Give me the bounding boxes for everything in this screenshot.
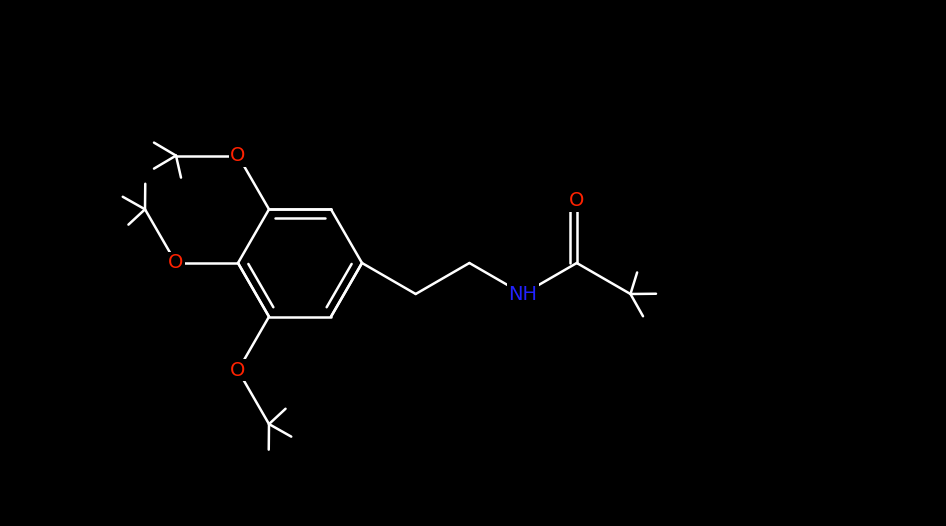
Text: O: O [230,361,246,380]
Text: O: O [230,146,246,165]
Text: NH: NH [509,285,537,304]
Text: O: O [569,191,585,210]
Text: O: O [168,254,184,272]
